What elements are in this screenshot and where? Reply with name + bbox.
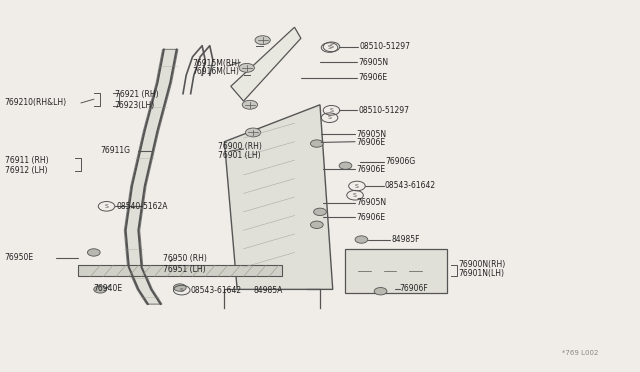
Text: 08510-51297: 08510-51297 [360,42,410,51]
Text: S: S [104,204,108,209]
Circle shape [246,128,260,137]
Text: 76901N(LH): 76901N(LH) [458,269,504,278]
Text: 84985A: 84985A [253,286,282,295]
Circle shape [374,288,387,295]
FancyBboxPatch shape [78,265,282,276]
Text: S: S [330,44,333,49]
Circle shape [243,100,257,109]
Text: S: S [353,193,357,198]
Text: 76921 (RH): 76921 (RH) [115,90,159,99]
Text: 08543-61642: 08543-61642 [385,182,436,190]
Text: S: S [328,45,332,50]
Polygon shape [124,49,178,304]
Text: 76906E: 76906E [356,213,385,222]
Text: S: S [355,183,359,189]
Text: 08543-61642: 08543-61642 [191,286,242,295]
Text: 769210(RH&LH): 769210(RH&LH) [4,99,67,108]
Text: 76950E: 76950E [4,253,34,263]
Text: 08510-51297: 08510-51297 [358,106,409,115]
Circle shape [88,249,100,256]
Text: 76940E: 76940E [94,284,123,293]
Text: 76905N: 76905N [356,198,387,207]
Text: 76951 (LH): 76951 (LH) [163,264,205,273]
Circle shape [355,236,368,243]
Text: 76906E: 76906E [356,165,385,174]
Text: S: S [328,115,332,120]
Text: S: S [330,108,333,113]
Text: 76906E: 76906E [356,138,385,147]
Polygon shape [231,27,301,101]
Text: 76906F: 76906F [399,284,428,293]
Text: 76900N(RH): 76900N(RH) [458,260,506,269]
Text: 84985F: 84985F [392,235,420,244]
Circle shape [173,284,186,291]
Text: 76900 (RH): 76900 (RH) [218,142,262,151]
Circle shape [314,208,326,215]
Text: 76915M(RH): 76915M(RH) [193,58,241,68]
Polygon shape [225,105,333,289]
Text: 08540-5162A: 08540-5162A [116,202,168,211]
FancyBboxPatch shape [346,249,447,293]
Text: 76950 (RH): 76950 (RH) [163,254,207,263]
Text: S: S [180,288,184,293]
Text: 76912 (LH): 76912 (LH) [4,166,47,174]
Text: *769 L002: *769 L002 [562,350,598,356]
Circle shape [310,221,323,228]
Circle shape [239,63,254,72]
Text: 76923(LH): 76923(LH) [115,101,155,110]
Circle shape [255,36,270,45]
Text: 76906E: 76906E [358,73,387,82]
Text: 76905N: 76905N [356,130,387,139]
Circle shape [310,140,323,147]
Text: 76916M(LH): 76916M(LH) [193,67,239,76]
Circle shape [339,162,352,169]
Text: 76905N: 76905N [358,58,388,67]
Circle shape [94,286,106,293]
Text: 76911 (RH): 76911 (RH) [4,156,48,166]
Text: 76901 (LH): 76901 (LH) [218,151,260,160]
Text: 76911G: 76911G [100,147,130,155]
Text: 76906G: 76906G [385,157,415,166]
